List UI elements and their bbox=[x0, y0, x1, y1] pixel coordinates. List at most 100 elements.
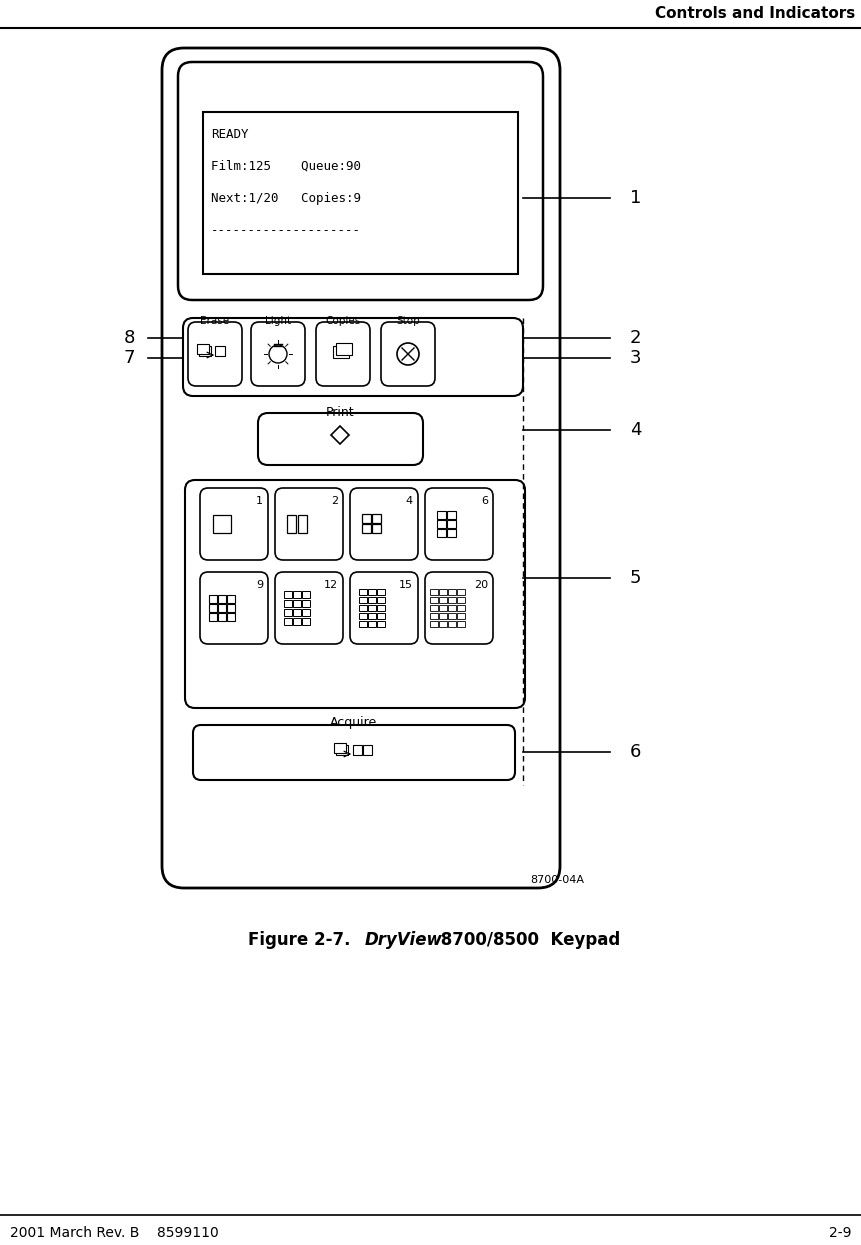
Bar bbox=[218, 613, 226, 621]
Text: Film:125    Queue:90: Film:125 Queue:90 bbox=[211, 161, 361, 173]
Bar bbox=[301, 609, 310, 616]
Bar bbox=[456, 613, 464, 619]
Bar bbox=[293, 600, 300, 608]
Text: 3: 3 bbox=[629, 349, 641, 367]
Bar bbox=[437, 529, 445, 537]
Bar bbox=[430, 621, 437, 627]
Bar bbox=[301, 618, 310, 625]
Bar bbox=[368, 598, 375, 603]
FancyBboxPatch shape bbox=[251, 322, 305, 386]
Text: 8: 8 bbox=[123, 329, 135, 347]
FancyBboxPatch shape bbox=[316, 322, 369, 386]
FancyBboxPatch shape bbox=[275, 571, 343, 644]
Bar bbox=[448, 605, 455, 611]
Bar bbox=[287, 515, 295, 533]
Bar bbox=[448, 598, 455, 603]
Text: 2: 2 bbox=[331, 496, 338, 505]
Bar bbox=[226, 595, 235, 603]
Bar bbox=[448, 589, 455, 595]
Text: 1: 1 bbox=[256, 496, 263, 505]
Text: Erase: Erase bbox=[201, 316, 229, 326]
Bar bbox=[362, 745, 372, 754]
Text: Next:1/20   Copies:9: Next:1/20 Copies:9 bbox=[211, 192, 361, 205]
Bar bbox=[301, 600, 310, 608]
Bar bbox=[362, 514, 370, 523]
Bar bbox=[372, 514, 381, 523]
Text: 20: 20 bbox=[474, 580, 487, 590]
Text: Figure 2-7.: Figure 2-7. bbox=[248, 931, 362, 949]
Text: 12: 12 bbox=[324, 580, 338, 590]
Bar bbox=[447, 529, 455, 537]
Text: 2: 2 bbox=[629, 329, 641, 347]
Bar bbox=[368, 621, 375, 627]
Bar bbox=[437, 520, 445, 528]
Text: 6: 6 bbox=[480, 496, 487, 505]
Bar bbox=[213, 515, 231, 533]
Text: Controls and Indicators: Controls and Indicators bbox=[654, 6, 854, 21]
Text: Print: Print bbox=[325, 406, 354, 420]
Bar bbox=[372, 524, 381, 533]
Bar bbox=[283, 618, 292, 625]
Bar bbox=[456, 621, 464, 627]
Bar bbox=[283, 591, 292, 598]
Bar bbox=[208, 604, 217, 613]
Bar bbox=[358, 613, 367, 619]
Bar bbox=[456, 589, 464, 595]
Bar bbox=[293, 591, 300, 598]
Text: DryView: DryView bbox=[364, 931, 443, 949]
FancyBboxPatch shape bbox=[350, 571, 418, 644]
Text: 15: 15 bbox=[399, 580, 412, 590]
Bar bbox=[293, 609, 300, 616]
Text: 4: 4 bbox=[406, 496, 412, 505]
Bar bbox=[353, 745, 362, 754]
Bar bbox=[332, 346, 349, 359]
Bar bbox=[438, 613, 447, 619]
Text: 4: 4 bbox=[629, 421, 641, 439]
Bar bbox=[214, 346, 225, 356]
Bar bbox=[376, 621, 385, 627]
Bar bbox=[226, 604, 235, 613]
Bar bbox=[293, 618, 300, 625]
Bar bbox=[218, 604, 226, 613]
Bar bbox=[301, 591, 310, 598]
Bar bbox=[358, 621, 367, 627]
Bar bbox=[456, 605, 464, 611]
Text: Stop: Stop bbox=[396, 316, 419, 326]
FancyBboxPatch shape bbox=[177, 62, 542, 300]
Bar bbox=[447, 520, 455, 528]
Bar bbox=[438, 598, 447, 603]
Bar bbox=[358, 605, 367, 611]
Bar bbox=[437, 510, 445, 519]
Bar bbox=[438, 621, 447, 627]
Bar bbox=[199, 346, 211, 356]
Text: 9: 9 bbox=[256, 580, 263, 590]
Bar bbox=[438, 605, 447, 611]
Text: 2001 March Rev. B    8599110: 2001 March Rev. B 8599110 bbox=[10, 1226, 219, 1240]
FancyBboxPatch shape bbox=[188, 322, 242, 386]
Bar bbox=[362, 524, 370, 533]
Bar bbox=[336, 344, 351, 355]
Bar bbox=[202, 112, 517, 274]
Bar bbox=[448, 621, 455, 627]
Bar bbox=[358, 589, 367, 595]
Text: 1: 1 bbox=[629, 189, 641, 207]
Bar bbox=[430, 613, 437, 619]
Bar bbox=[376, 613, 385, 619]
FancyBboxPatch shape bbox=[200, 571, 268, 644]
Text: 5: 5 bbox=[629, 569, 641, 586]
Bar bbox=[226, 613, 235, 621]
FancyBboxPatch shape bbox=[424, 488, 492, 560]
Text: 7: 7 bbox=[123, 349, 135, 367]
Bar bbox=[448, 613, 455, 619]
Bar bbox=[430, 605, 437, 611]
Bar bbox=[283, 600, 292, 608]
Bar bbox=[438, 589, 447, 595]
FancyBboxPatch shape bbox=[200, 488, 268, 560]
Bar bbox=[368, 605, 375, 611]
Bar bbox=[447, 510, 455, 519]
FancyBboxPatch shape bbox=[424, 571, 492, 644]
Bar bbox=[430, 589, 437, 595]
Bar bbox=[456, 598, 464, 603]
Bar bbox=[298, 515, 307, 533]
Text: 2-9: 2-9 bbox=[828, 1226, 851, 1240]
